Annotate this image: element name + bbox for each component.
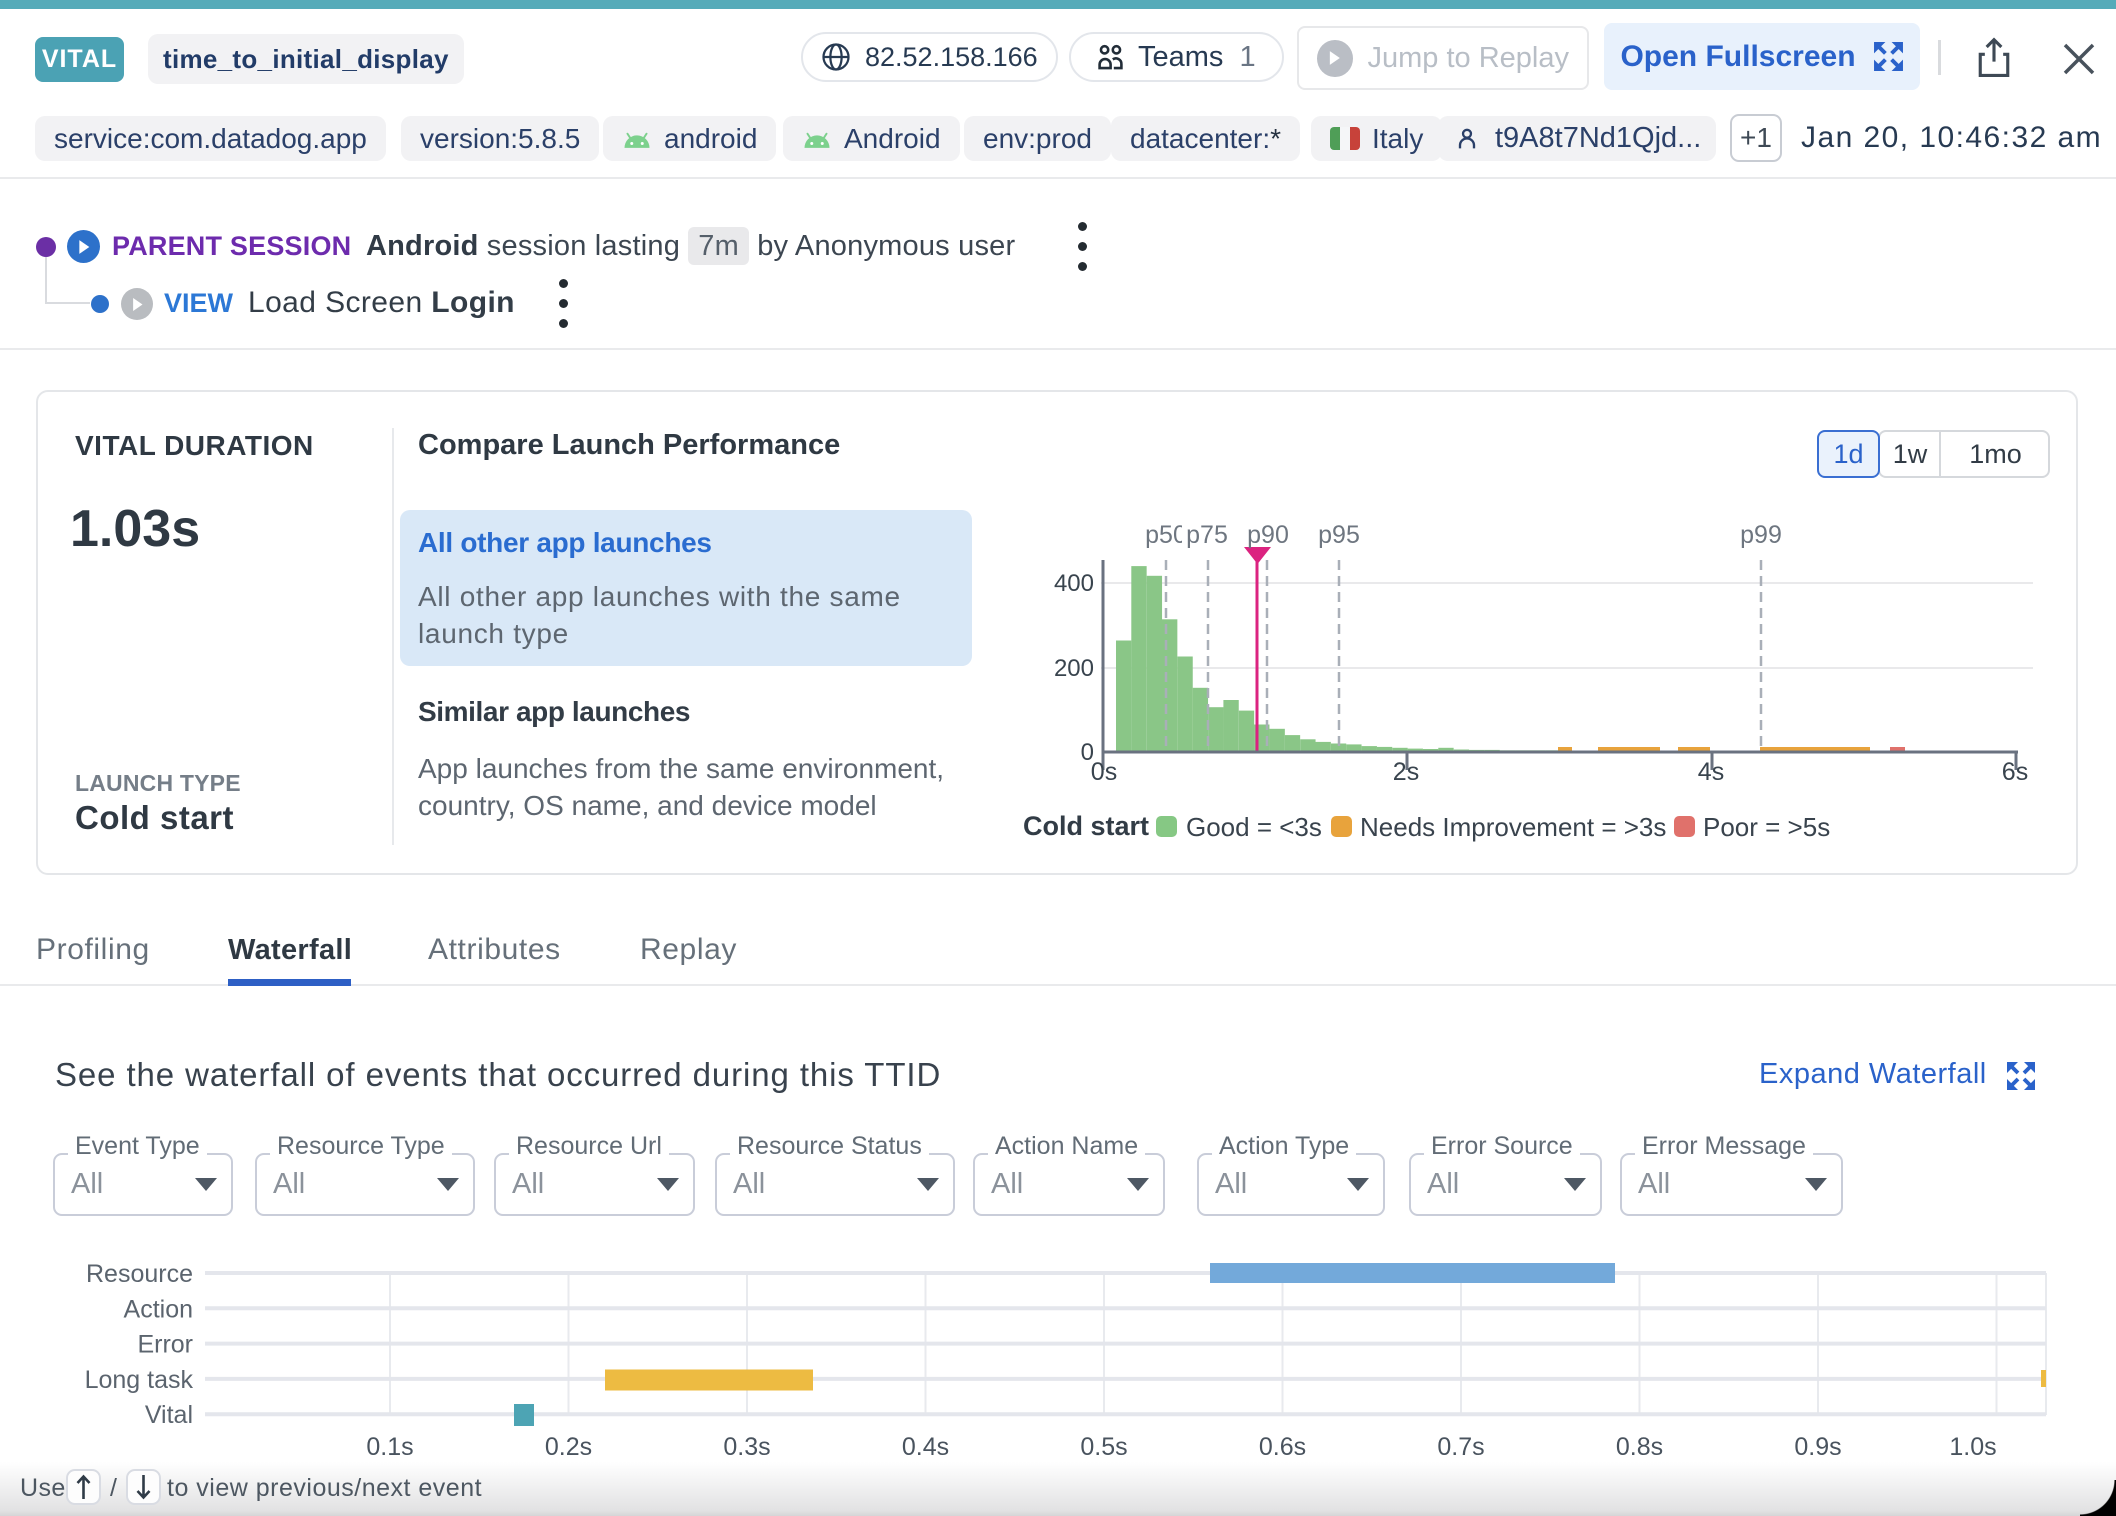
- svg-text:p90: p90: [1247, 521, 1289, 549]
- svg-text:p95: p95: [1318, 521, 1360, 549]
- svg-text:p50: p50: [1145, 521, 1187, 549]
- svg-text:0.4s: 0.4s: [902, 1433, 949, 1461]
- svg-text:0.7s: 0.7s: [1437, 1433, 1484, 1461]
- svg-text:400: 400: [1054, 570, 1094, 597]
- svg-text:2s: 2s: [1393, 758, 1419, 786]
- svg-text:Resource: Resource: [86, 1260, 193, 1288]
- svg-text:0s: 0s: [1091, 758, 1117, 786]
- svg-text:Action: Action: [124, 1295, 193, 1323]
- svg-text:0: 0: [1081, 739, 1094, 766]
- svg-text:0.5s: 0.5s: [1080, 1433, 1127, 1461]
- svg-text:0.8s: 0.8s: [1616, 1433, 1663, 1461]
- svg-text:Error: Error: [137, 1331, 193, 1359]
- svg-text:0.6s: 0.6s: [1259, 1433, 1306, 1461]
- svg-text:6s: 6s: [2002, 758, 2028, 786]
- svg-text:Long task: Long task: [85, 1366, 194, 1394]
- svg-text:200: 200: [1054, 655, 1094, 682]
- svg-text:0.2s: 0.2s: [545, 1433, 592, 1461]
- svg-text:p99: p99: [1740, 521, 1782, 549]
- svg-text:p75: p75: [1186, 521, 1228, 549]
- svg-text:0.1s: 0.1s: [366, 1433, 413, 1461]
- svg-text:0.9s: 0.9s: [1794, 1433, 1841, 1461]
- svg-text:0.3s: 0.3s: [723, 1433, 770, 1461]
- svg-text:4s: 4s: [1698, 758, 1724, 786]
- svg-text:Vital: Vital: [145, 1401, 193, 1429]
- svg-text:1.0s: 1.0s: [1949, 1433, 1996, 1461]
